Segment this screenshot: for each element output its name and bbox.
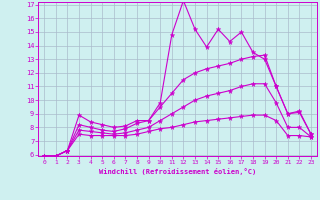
X-axis label: Windchill (Refroidissement éolien,°C): Windchill (Refroidissement éolien,°C) xyxy=(99,168,256,175)
